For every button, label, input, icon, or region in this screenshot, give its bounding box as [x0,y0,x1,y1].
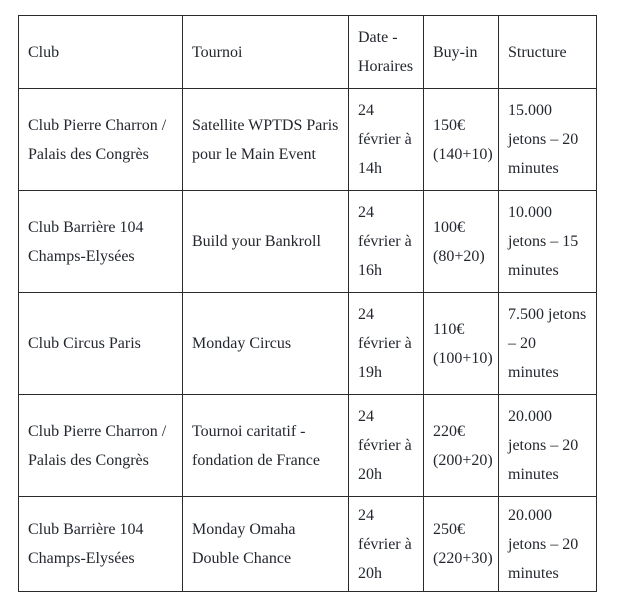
cell-tournoi: Monday Circus [182,292,349,395]
cell-structure: 7.500 jetons – 20 minutes [498,292,597,395]
cell-date: 24 février à 20h [348,496,424,592]
cell-tournoi: Build your Bankroll [182,190,349,293]
cell-date: 24 février à 19h [348,292,424,395]
cell-club: Club Barrière 104 Champs-Elysées [18,496,183,592]
cell-structure: 20.000 jetons – 20 minutes [498,394,597,497]
cell-date: 24 février à 20h [348,394,424,497]
cell-date: 24 février à 16h [348,190,424,293]
cell-structure: 10.000 jetons – 15 minutes [498,190,597,293]
tournament-schedule-table: Club Tournoi Date - Horaires Buy-in Stru… [18,15,597,592]
cell-club: Club Barrière 104 Champs-Elysées [18,190,183,293]
cell-buyin: 220€ (200+20) [423,394,499,497]
cell-buyin: 150€ (140+10) [423,88,499,191]
cell-club: Club Pierre Charron / Palais des Congrès [18,88,183,191]
cell-club: Club Pierre Charron / Palais des Congrès [18,394,183,497]
cell-date: 24 février à 14h [348,88,424,191]
cell-buyin: 110€ (100+10) [423,292,499,395]
table-row: Club Circus Paris Monday Circus 24 févri… [18,292,597,395]
cell-buyin: 100€ (80+20) [423,190,499,293]
cell-structure: 15.000 jetons – 20 minutes [498,88,597,191]
cell-club: Club Circus Paris [18,292,183,395]
header-club: Club [18,15,183,89]
table-row: Club Pierre Charron / Palais des Congrès… [18,394,597,497]
cell-tournoi: Satellite WPTDS Paris pour le Main Event [182,88,349,191]
table-row: Club Barrière 104 Champs-Elysées Build y… [18,190,597,293]
table-row: Club Barrière 104 Champs-Elysées Monday … [18,496,597,592]
header-structure: Structure [498,15,597,89]
cell-structure: 20.000 jetons – 20 minutes [498,496,597,592]
cell-tournoi: Monday Omaha Double Chance [182,496,349,592]
cell-tournoi: Tournoi caritatif - fondation de France [182,394,349,497]
cell-buyin: 250€ (220+30) [423,496,499,592]
header-date-horaires: Date - Horaires [348,15,424,89]
header-buyin: Buy-in [423,15,499,89]
table-row: Club Pierre Charron / Palais des Congrès… [18,88,597,191]
header-row: Club Tournoi Date - Horaires Buy-in Stru… [18,15,597,89]
header-tournoi: Tournoi [182,15,349,89]
